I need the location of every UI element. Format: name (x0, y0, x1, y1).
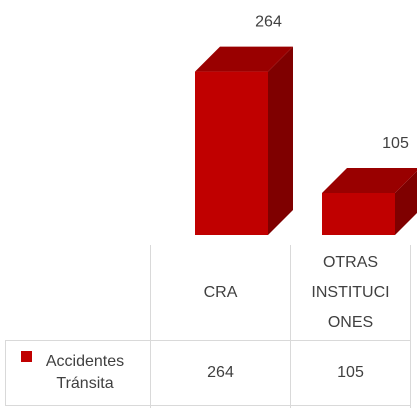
table-line (150, 245, 151, 408)
legend-cell: Accidentes Tránsita (6, 341, 150, 405)
category-label: CRA (203, 283, 238, 301)
bar (322, 193, 395, 235)
category-label: OTRAS INSTITUCIONES (311, 253, 390, 331)
bar-side (268, 46, 293, 235)
table-line (410, 245, 411, 408)
value-label: 105 (382, 135, 409, 152)
bar (195, 71, 268, 235)
table-line (5, 340, 6, 406)
value-label: 264 (255, 14, 282, 31)
table-line (290, 245, 291, 408)
category-cell: CRA (151, 245, 290, 340)
legend-swatch (21, 351, 32, 362)
table-value: 264 (207, 364, 234, 381)
bar-top (322, 168, 417, 193)
legend-label: Accidentes Tránsita (45, 353, 125, 392)
table-value: 105 (337, 364, 364, 381)
bar-side (395, 171, 417, 235)
category-cell: OTRAS INSTITUCIONES (291, 245, 410, 340)
table-line (5, 340, 411, 341)
bar-top (195, 46, 293, 72)
table-line (5, 405, 411, 406)
plot: 264 105 (195, 14, 417, 235)
